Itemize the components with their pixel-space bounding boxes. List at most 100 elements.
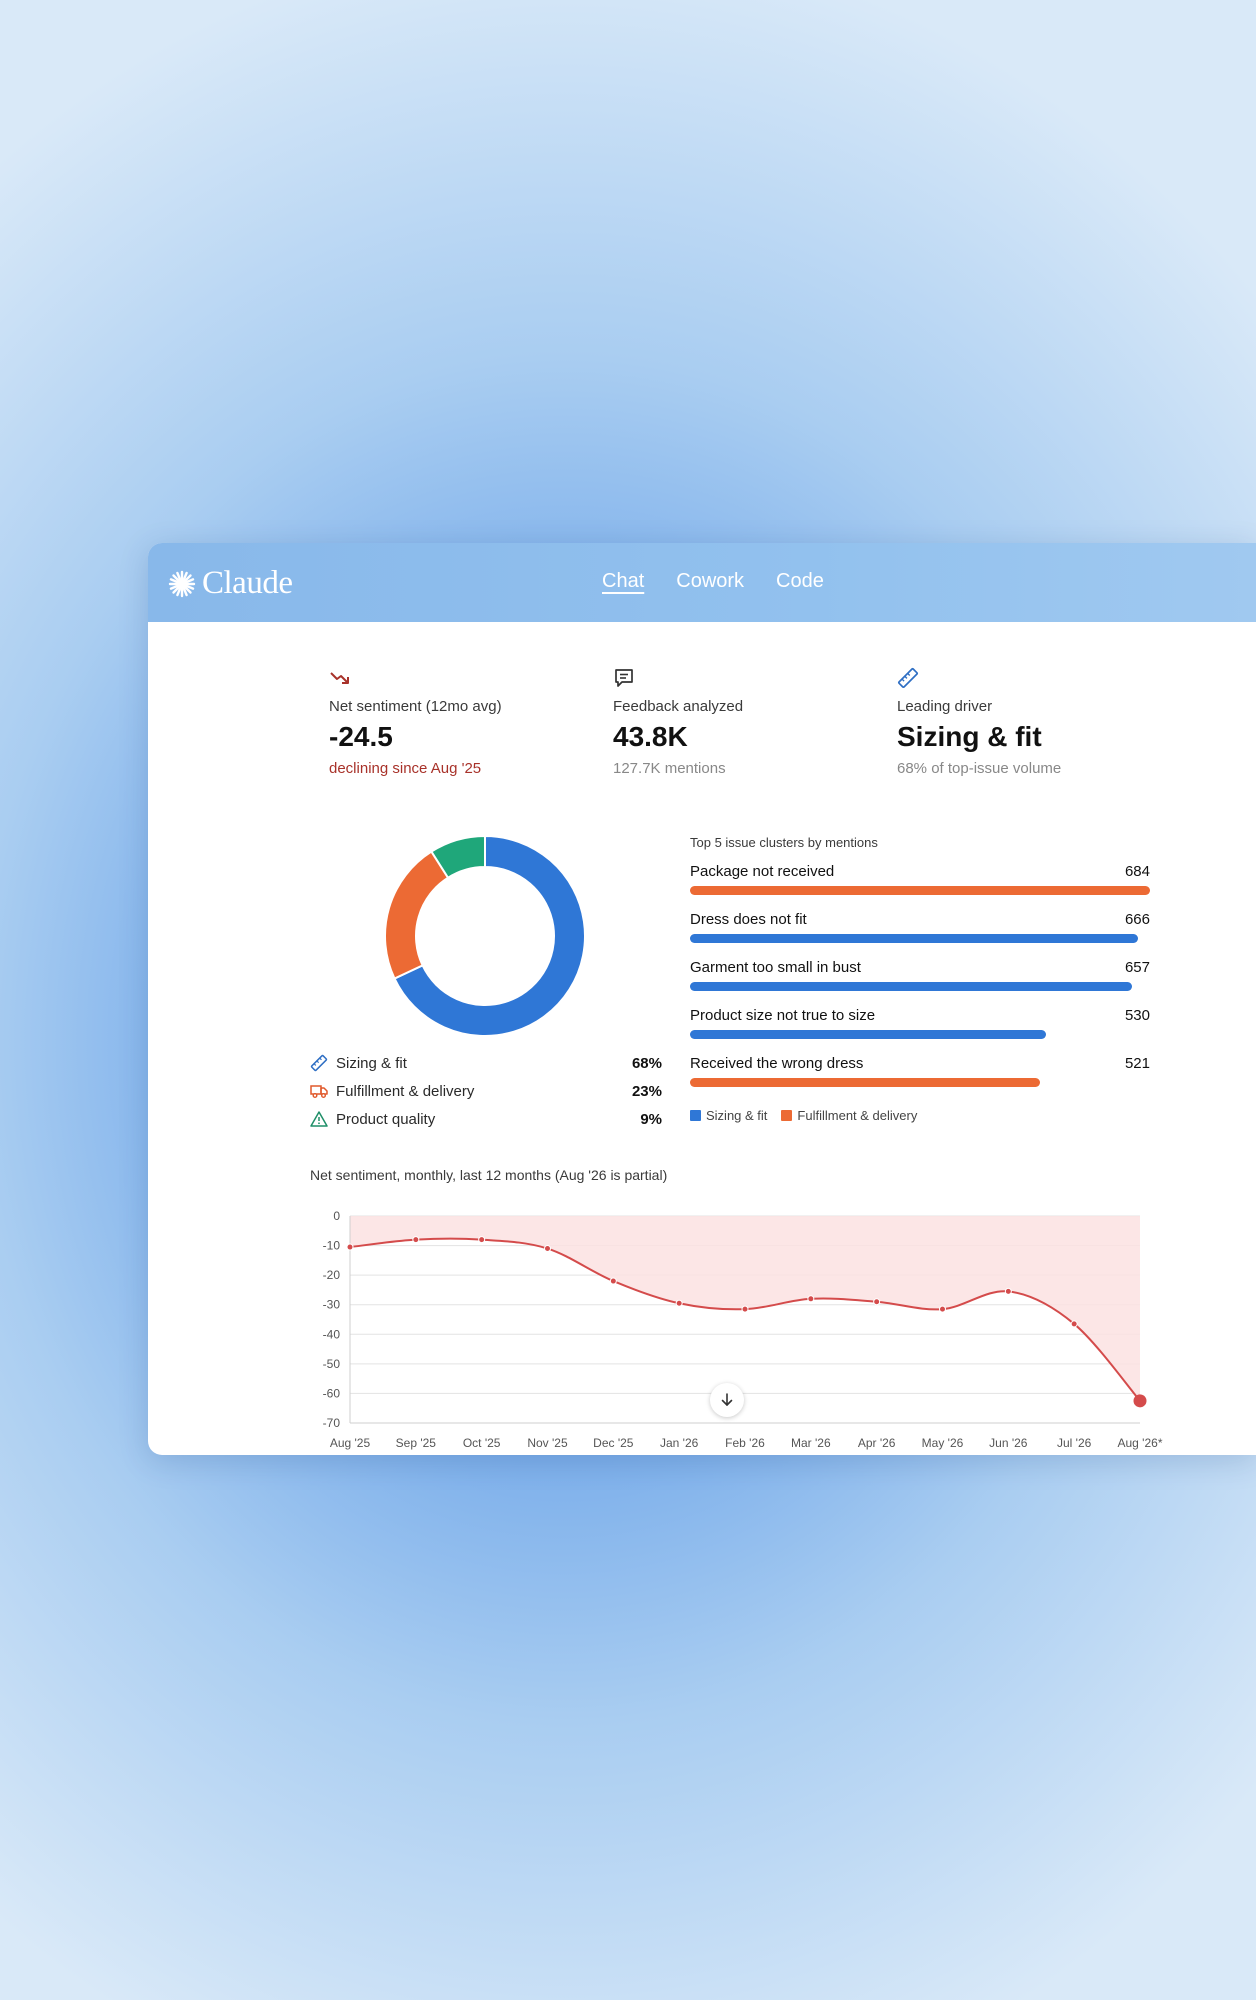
- data-point: [609, 1277, 617, 1285]
- data-point: [741, 1305, 749, 1313]
- bar-track: [690, 886, 1150, 895]
- legend-item: Sizing & fit: [690, 1108, 767, 1123]
- legend-swatch: [690, 1110, 701, 1121]
- x-tick-label: Apr '26: [858, 1436, 896, 1450]
- kpi-value: 43.8K: [613, 721, 688, 752]
- app-window: Claude Chat Cowork Code Net sentiment (1…: [148, 543, 1256, 1455]
- data-point: [807, 1295, 815, 1303]
- bar-chart-title: Top 5 issue clusters by mentions: [690, 835, 878, 850]
- x-tick-label: Sep '25: [396, 1436, 437, 1450]
- bar: [690, 1030, 1047, 1039]
- x-tick-label: Dec '25: [593, 1436, 634, 1450]
- tab-cowork[interactable]: Cowork: [676, 570, 745, 592]
- bar-label: Package not received: [690, 863, 835, 880]
- tab-code[interactable]: Code: [776, 570, 824, 592]
- donut-legend-item: Fulfillment & delivery 23%: [310, 1079, 662, 1103]
- x-tick-label: Jan '26: [660, 1436, 699, 1450]
- bar-value: 666: [1124, 911, 1150, 928]
- kpi-subtext: declining since Aug '25: [329, 760, 482, 777]
- kpi-label: Feedback analyzed: [613, 698, 744, 715]
- message-icon: [615, 669, 633, 687]
- kpi-value: -24.5: [329, 721, 393, 752]
- bar: [690, 934, 1138, 943]
- y-tick-label: -40: [323, 1327, 341, 1341]
- bar-row: Product size not true to size 530: [690, 1007, 1150, 1039]
- bar: [690, 982, 1132, 991]
- arrow-down-icon: [721, 1393, 733, 1406]
- donut-legend-item: Product quality 9%: [310, 1107, 662, 1131]
- kpi-label: Net sentiment (12mo avg): [329, 698, 502, 715]
- x-tick-label: May '26: [922, 1436, 964, 1450]
- top-bar: Claude Chat Cowork Code: [148, 543, 1256, 622]
- bar-track: [690, 1078, 1150, 1087]
- x-tick-label: Feb '26: [725, 1436, 765, 1450]
- x-tick-label: Mar '26: [791, 1436, 831, 1450]
- bar-row: Dress does not fit 666: [690, 911, 1150, 943]
- bar-chart-legend: Sizing & fit Fulfillment & delivery: [690, 1108, 917, 1123]
- x-tick-label: Oct '25: [463, 1436, 501, 1450]
- bar-row: Received the wrong dress 521: [690, 1055, 1150, 1087]
- line-chart-title: Net sentiment, monthly, last 12 months (…: [310, 1167, 668, 1183]
- kpi-subtext: 68% of top-issue volume: [897, 760, 1062, 777]
- data-point: [675, 1299, 683, 1307]
- bar-track: [690, 1030, 1150, 1039]
- ruler-icon: [898, 668, 918, 688]
- kpi-value: Sizing & fit: [897, 721, 1042, 752]
- legend-label: Fulfillment & delivery: [797, 1108, 918, 1123]
- legend-label: Fulfillment & delivery: [336, 1082, 475, 1100]
- legend-percent: 23%: [631, 1082, 662, 1100]
- kpi-leading-driver: Leading driver Sizing & fit 68% of top-i…: [897, 667, 1061, 777]
- x-tick-label: Aug '25: [330, 1436, 371, 1450]
- bar-label: Garment too small in bust: [690, 959, 861, 976]
- donut-chart: [384, 834, 586, 1037]
- bar-row: Garment too small in bust 657: [690, 959, 1150, 991]
- warning-icon: [310, 1111, 328, 1127]
- legend-percent: 9%: [640, 1110, 662, 1128]
- bar-value: 684: [1124, 863, 1150, 880]
- data-point: [346, 1243, 354, 1251]
- legend-item: Fulfillment & delivery: [781, 1108, 917, 1123]
- bar-label: Product size not true to size: [690, 1007, 876, 1024]
- y-tick-label: -10: [323, 1239, 341, 1253]
- y-tick-label: -20: [323, 1268, 341, 1282]
- bar-value: 657: [1124, 959, 1150, 976]
- tab-chat[interactable]: Chat: [602, 570, 645, 592]
- claude-logo-icon: [168, 570, 196, 597]
- legend-label: Sizing & fit: [336, 1054, 407, 1072]
- data-point: [478, 1236, 486, 1244]
- y-tick-label: -30: [323, 1298, 341, 1312]
- bar-track: [690, 934, 1150, 943]
- legend-swatch: [781, 1110, 793, 1121]
- bar-row: Package not received 684: [690, 863, 1150, 895]
- nav-tabs: Chat Cowork Code: [602, 570, 824, 593]
- y-tick-label: -50: [323, 1357, 341, 1371]
- donut-legend-item: Sizing & fit 68%: [310, 1051, 662, 1075]
- truck-icon: [310, 1085, 328, 1098]
- data-point: [544, 1245, 551, 1253]
- trend-down-icon: [330, 672, 349, 684]
- bar-label: Dress does not fit: [690, 911, 807, 928]
- x-tick-label: Jun '26: [989, 1436, 1028, 1450]
- bar-track: [690, 982, 1150, 991]
- data-point: [1004, 1287, 1012, 1295]
- donut-slice: [393, 834, 586, 1037]
- kpi-subtext: 127.7K mentions: [613, 760, 726, 777]
- logo[interactable]: Claude: [168, 565, 293, 602]
- y-tick-label: -60: [323, 1386, 341, 1400]
- data-point: [1070, 1320, 1078, 1328]
- ruler-icon: [310, 1054, 328, 1072]
- bar: [690, 886, 1150, 895]
- scroll-down-button[interactable]: [710, 1383, 744, 1417]
- donut-slice: [430, 834, 486, 880]
- logo-text: Claude: [202, 565, 293, 601]
- bar-value: 530: [1124, 1007, 1150, 1024]
- legend-label: Sizing & fit: [706, 1108, 768, 1123]
- data-point: [412, 1236, 420, 1244]
- data-point: [1133, 1394, 1147, 1408]
- bar-value: 521: [1124, 1055, 1150, 1072]
- y-tick-label: 0: [333, 1209, 340, 1223]
- kpi-feedback-analyzed: Feedback analyzed 43.8K 127.7K mentions: [613, 667, 743, 777]
- bar-label: Received the wrong dress: [690, 1055, 864, 1072]
- x-tick-label: Nov '25: [527, 1436, 568, 1450]
- donut-slice: [384, 850, 450, 980]
